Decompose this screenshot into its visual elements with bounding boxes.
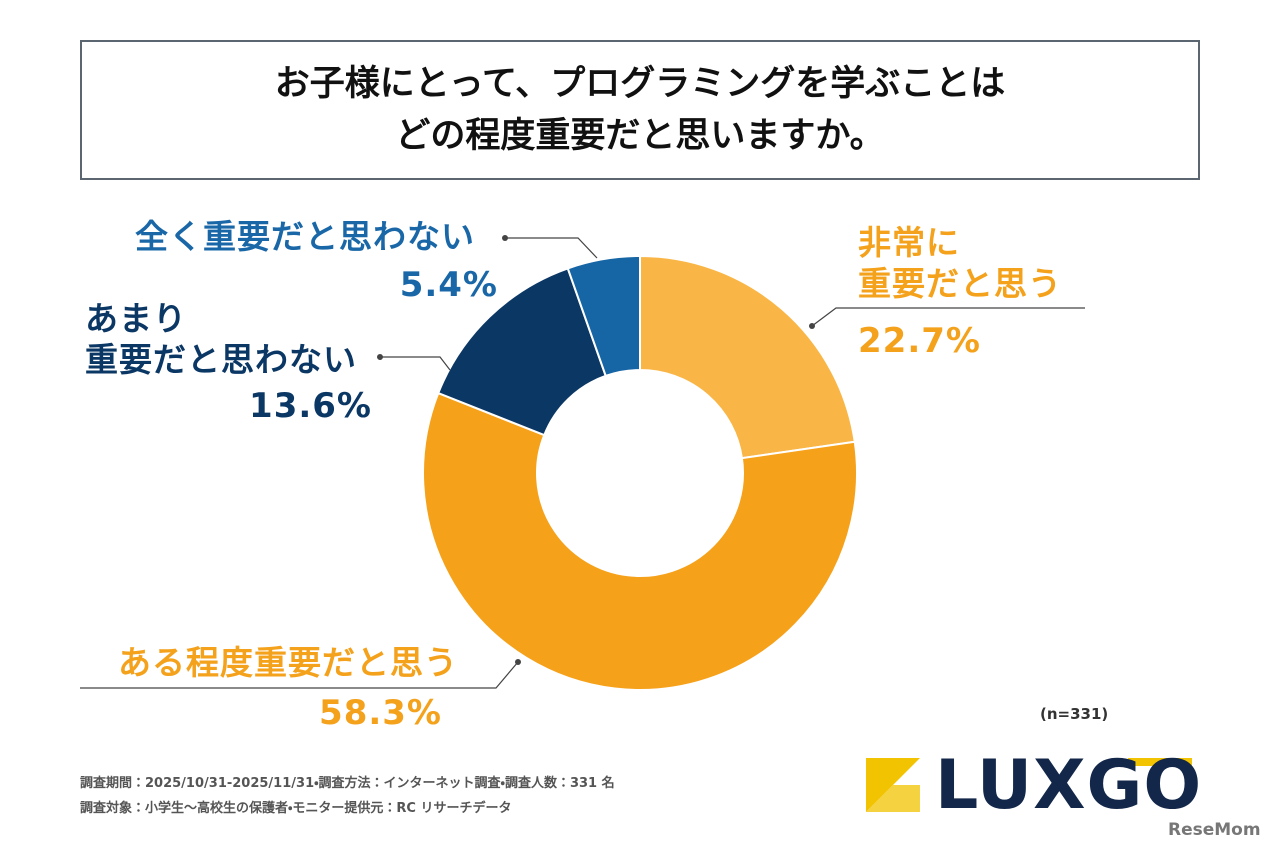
chart-title: お子様にとって、プログラミングを学ぶことは どの程度重要だと思いますか。 — [274, 63, 1006, 157]
footnote: 調査期間：2025/10/31-2025/11/31・調査方法：インターネット調… — [80, 776, 615, 791]
value-label: 5.4% — [399, 265, 498, 305]
leader-dot — [502, 235, 508, 241]
logo: LUXGO — [935, 746, 1203, 825]
leader-line — [505, 237, 598, 259]
donut-segment — [566, 254, 641, 378]
leader-dot — [515, 659, 521, 665]
donut-segment — [639, 254, 856, 460]
value-label: 58.3% — [319, 693, 442, 733]
leader-line — [80, 661, 519, 689]
value-label: 22.7% — [858, 321, 981, 361]
donut-segment — [436, 267, 607, 437]
leader-line — [811, 307, 1085, 327]
title-box: お子様にとって、プログラミングを学ぶことは どの程度重要だと思いますか。 — [80, 40, 1200, 180]
category-label: あまり 重要だと思わない — [85, 299, 357, 380]
logo-bar — [1128, 758, 1192, 766]
leader-dot — [809, 323, 815, 329]
category-label: 全く重要だと思わない — [135, 217, 475, 256]
category-label: 非常に 重要だと思う — [858, 223, 1062, 304]
value-label: 13.6% — [249, 386, 372, 426]
donut-segment — [422, 391, 858, 691]
leader-dot — [377, 354, 383, 360]
logo-mark — [866, 785, 920, 812]
watermark: ReseMom — [1168, 820, 1261, 840]
category-label: ある程度重要だと思う — [118, 643, 458, 682]
sample-size: (n=331) — [1040, 705, 1109, 723]
leader-line — [380, 356, 451, 371]
footnote: 調査対象：小学生〜高校生の保護者・モニター提供元：RC リサーチデータ — [80, 801, 512, 816]
